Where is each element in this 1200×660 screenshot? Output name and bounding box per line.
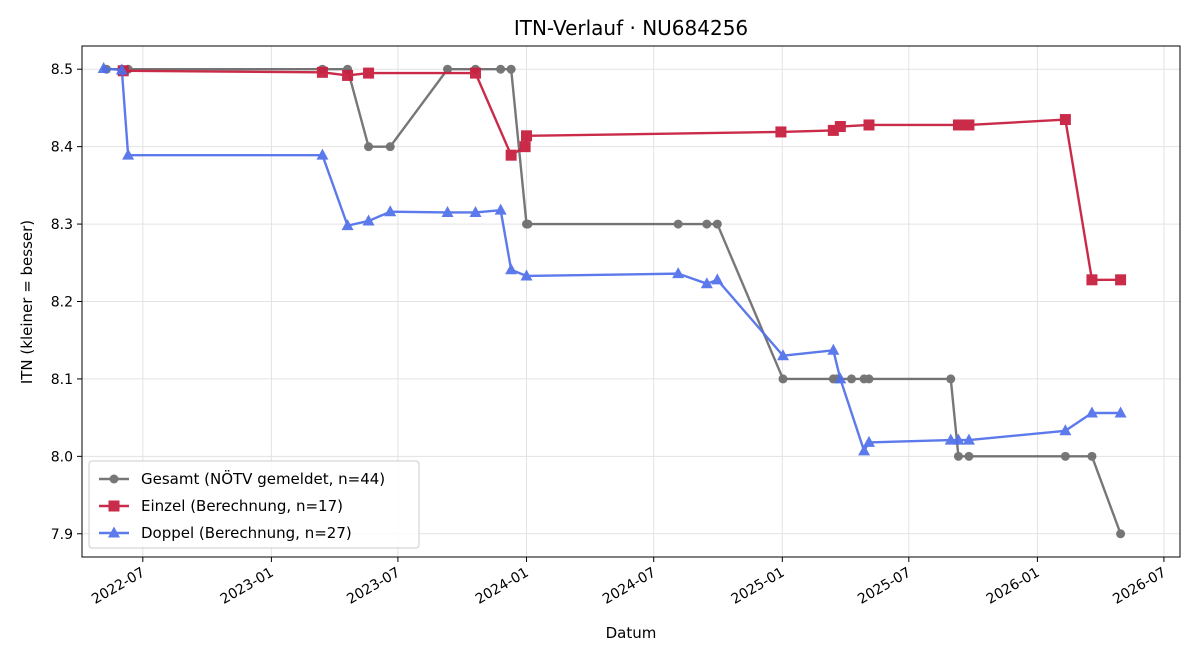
data-point-gesamt: [443, 64, 453, 74]
data-point-doppel: [834, 372, 847, 384]
data-point-einzel: [1086, 274, 1098, 286]
data-point-doppel: [505, 263, 518, 275]
data-point-gesamt: [953, 451, 963, 461]
data-point-einzel: [1059, 114, 1071, 126]
series-layer: [97, 61, 1127, 539]
y-axis-label: ITN (kleiner = besser): [18, 220, 36, 384]
data-point-einzel: [1115, 274, 1127, 286]
data-point-einzel: [316, 66, 328, 78]
data-point-doppel: [827, 343, 840, 355]
legend-item-doppel: [99, 526, 129, 538]
data-point-doppel: [1085, 406, 1098, 418]
data-point-einzel: [952, 119, 964, 131]
data-point-gesamt: [364, 142, 374, 152]
y-tick-label: 7.9: [51, 527, 73, 543]
y-tick-label: 8.3: [51, 217, 73, 233]
data-point-doppel: [115, 63, 128, 75]
series-einzel: [117, 65, 1127, 286]
data-point-gesamt: [702, 219, 712, 229]
x-tick-label: 2022-07: [89, 565, 148, 608]
data-point-doppel: [862, 435, 875, 447]
data-point-doppel: [469, 205, 482, 217]
legend-marker-doppel: [108, 526, 120, 538]
data-point-gesamt: [1087, 451, 1097, 461]
legend-box: [88, 460, 420, 549]
data-point-doppel: [520, 269, 533, 281]
data-point-doppel: [952, 433, 965, 445]
chart-title: ITN-Verlauf · NU684256: [514, 16, 748, 40]
x-tick-label: 2026-01: [984, 565, 1043, 608]
data-point-einzel: [834, 121, 846, 133]
legend-item-einzel: [99, 500, 129, 512]
data-point-doppel: [1059, 424, 1072, 436]
data-point-doppel: [711, 273, 724, 285]
data-point-einzel: [469, 67, 481, 79]
x-tick-label: 2026-07: [1110, 565, 1169, 608]
data-point-einzel: [521, 130, 533, 142]
data-point-doppel: [700, 277, 713, 289]
legend-item-gesamt: [99, 474, 129, 484]
series-line-einzel: [123, 69, 1121, 282]
series-doppel: [97, 61, 1127, 456]
legend: Gesamt (NÖTV gemeldet, n=44) Einzel (Bere…: [88, 460, 420, 549]
x-tick-label: 2024-07: [600, 565, 659, 608]
x-tick-label: 2023-01: [218, 565, 277, 608]
legend-label: Doppel (Berechnung, n=27): [141, 524, 352, 542]
data-point-doppel: [441, 205, 454, 217]
data-point-gesamt: [496, 64, 506, 74]
x-tick-label: 2023-07: [344, 565, 403, 608]
y-tick-label: 8.2: [51, 295, 73, 311]
data-point-gesamt: [847, 374, 857, 384]
x-tick-label: 2024-01: [473, 565, 532, 608]
data-point-gesamt: [778, 374, 788, 384]
data-point-doppel: [1114, 406, 1127, 418]
data-point-doppel: [858, 444, 871, 456]
x-tick-label: 2025-01: [729, 565, 788, 608]
data-point-einzel: [519, 141, 531, 153]
y-tick-label: 8.5: [51, 62, 73, 78]
data-point-doppel: [362, 214, 375, 226]
data-point-einzel: [963, 119, 975, 131]
y-tick-label: 8.1: [51, 372, 73, 388]
data-point-gesamt: [523, 219, 533, 229]
data-point-doppel: [97, 61, 110, 73]
data-point-doppel: [672, 267, 685, 279]
data-point-doppel: [777, 349, 790, 361]
legend-label: Einzel (Berechnung, n=17): [141, 497, 343, 515]
data-point-doppel: [316, 148, 329, 160]
data-point-doppel: [962, 433, 975, 445]
data-point-doppel: [494, 203, 507, 215]
x-axis-label: Datum: [606, 624, 657, 642]
series-line-gesamt: [106, 68, 1122, 535]
data-point-gesamt: [673, 219, 683, 229]
data-point-einzel: [827, 124, 839, 136]
data-point-gesamt: [1060, 451, 1070, 461]
y-tick-label: 8.4: [51, 140, 73, 156]
data-point-gesamt: [964, 451, 974, 461]
data-point-einzel: [363, 67, 375, 79]
data-point-gesamt: [385, 142, 395, 152]
legend-marker-gesamt: [109, 474, 119, 484]
data-point-einzel: [505, 149, 517, 161]
y-tick-label: 8.0: [51, 449, 73, 465]
data-point-gesamt: [946, 374, 956, 384]
x-tick-label: 2025-07: [855, 565, 914, 608]
data-point-doppel: [384, 205, 397, 217]
data-point-einzel: [863, 119, 875, 131]
data-point-gesamt: [506, 64, 516, 74]
data-point-gesamt: [864, 374, 874, 384]
legend-label: Gesamt (NÖTV gemeldet, n=44): [141, 469, 385, 488]
data-point-doppel: [944, 433, 957, 445]
data-point-gesamt: [1116, 529, 1126, 539]
data-point-einzel: [775, 126, 787, 138]
data-point-einzel: [342, 69, 354, 81]
data-point-gesamt: [712, 219, 722, 229]
data-point-doppel: [341, 219, 354, 231]
data-point-doppel: [122, 148, 135, 160]
legend-marker-einzel: [108, 500, 120, 512]
